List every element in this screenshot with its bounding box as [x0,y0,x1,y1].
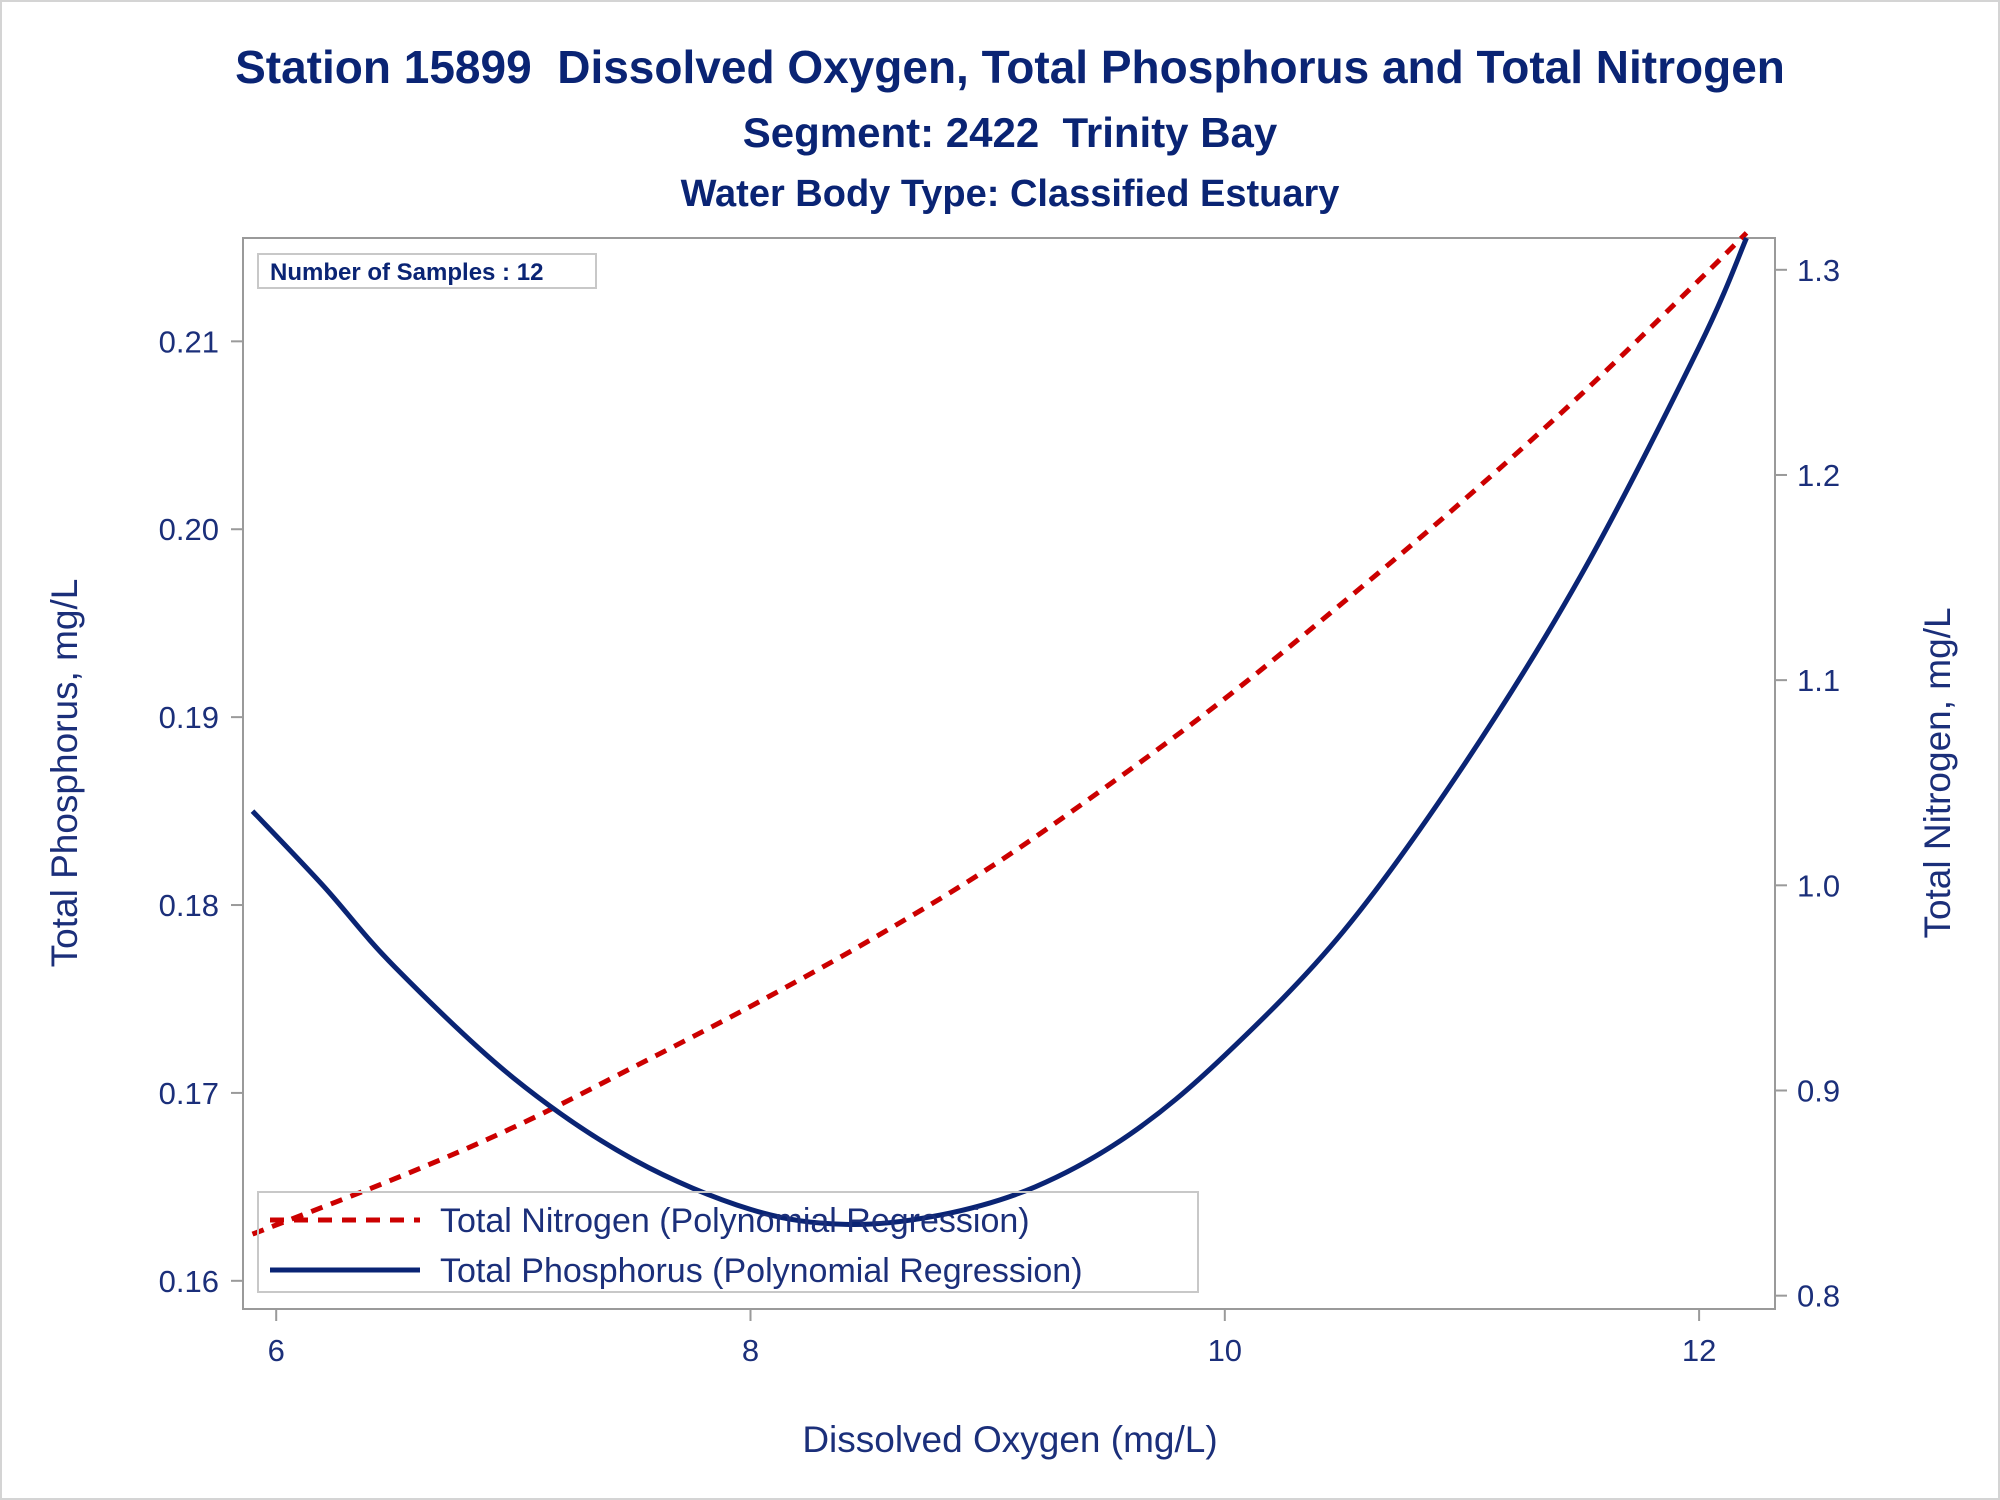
sample-count-box [257,253,597,289]
x-tick-label: 10 [1208,1333,1242,1368]
sample-count-inset: Number of Samples : 12 [257,253,597,289]
legend: Total Nitrogen (Polynomial Regression) T… [257,1191,1199,1293]
chart-subtitle-2: Water Body Type: Classified Estuary [681,173,1340,215]
y-left-tick-label: 0.20 [159,512,219,547]
y-left-tick-label: 0.21 [159,324,219,359]
y-axis-left-label: Total Phosphorus, mg/L [44,579,85,968]
legend-entry-phosphorus: Total Phosphorus (Polynomial Regression) [440,1252,1083,1290]
series-line-phosphorus [250,237,1749,1228]
y-axis-right-label: Total Nitrogen, mg/L [1917,607,1958,938]
y-axis-left: 0.16 0.17 0.18 0.19 0.20 0.21 [159,324,243,1299]
plot-area [242,237,1776,1310]
series-line-nitrogen [251,231,1749,1237]
x-axis: 6 8 10 12 [268,1309,1716,1368]
sample-count-label: Number of Samples : 12 [270,259,543,286]
y-left-tick-label: 0.16 [159,1264,219,1299]
chart-title: Station 15899 Dissolved Oxygen, Total Ph… [235,41,1785,93]
series-layer [250,231,1749,1237]
y-right-tick-label: 1.0 [1797,868,1840,903]
x-tick-label: 12 [1682,1333,1716,1368]
legend-box [257,1191,1199,1293]
y-right-tick-label: 0.8 [1797,1279,1840,1314]
x-tick-label: 6 [268,1333,285,1368]
y-left-tick-label: 0.17 [159,1076,219,1111]
x-tick-label: 8 [742,1333,759,1368]
y-right-tick-label: 1.2 [1797,458,1840,493]
y-left-tick-label: 0.18 [159,888,219,923]
y-right-tick-label: 1.1 [1797,663,1840,698]
y-left-tick-label: 0.19 [159,700,219,735]
y-right-tick-label: 1.3 [1797,253,1840,288]
y-axis-right: 0.8 0.9 1.0 1.1 1.2 1.3 [1775,253,1840,1314]
x-axis-label: Dissolved Oxygen (mg/L) [802,1419,1217,1460]
y-right-tick-label: 0.9 [1797,1073,1840,1108]
legend-entry-nitrogen: Total Nitrogen (Polynomial Regression) [440,1202,1030,1240]
chart-subtitle: Segment: 2422 Trinity Bay [743,109,1278,156]
